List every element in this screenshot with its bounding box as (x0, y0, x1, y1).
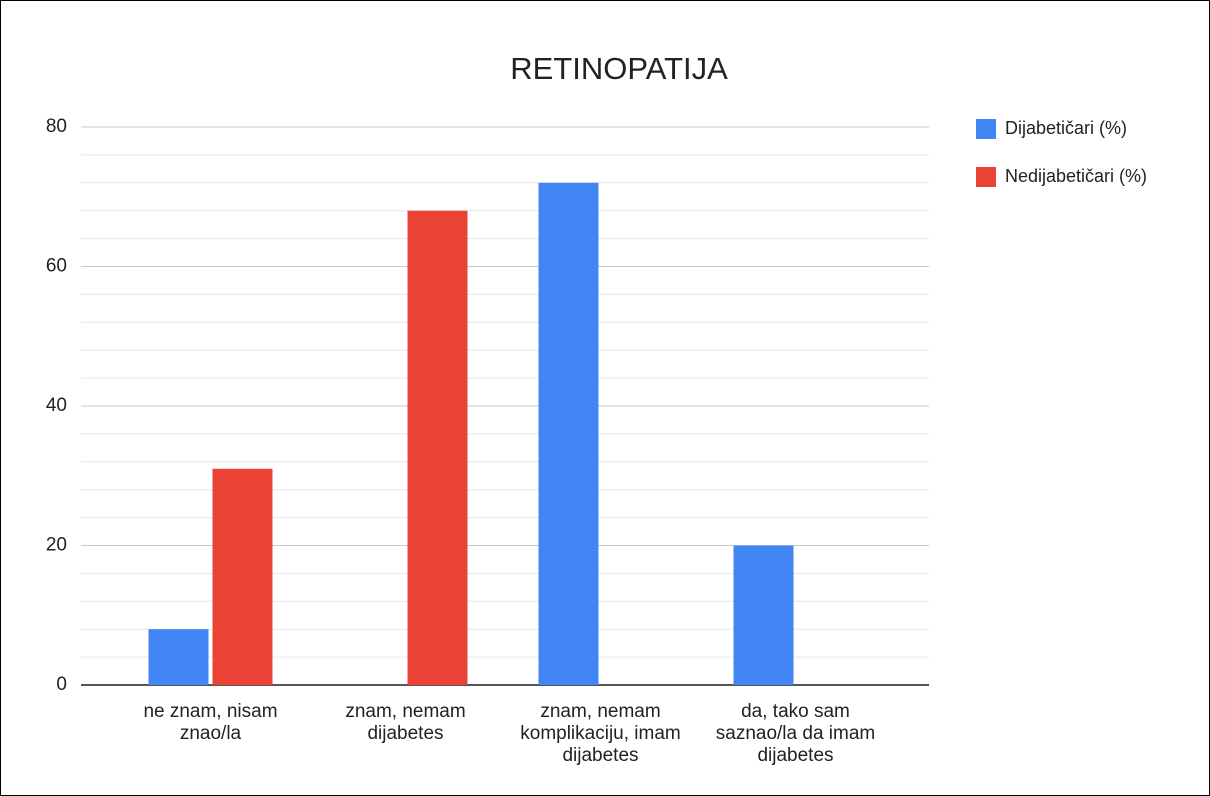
chart-title: RETINOPATIJA (510, 51, 728, 86)
bar (407, 210, 468, 685)
bar (212, 468, 273, 685)
y-tick-label: 20 (46, 535, 67, 556)
legend-swatch (976, 119, 996, 139)
x-tick-label: ne znam, nisam znao/la (143, 701, 278, 744)
y-tick-label: 80 (46, 116, 67, 137)
bar (733, 545, 794, 685)
x-tick-label: znam, nemam dijabetes (345, 701, 466, 744)
legend-label: Dijabetičari (%) (1005, 118, 1127, 138)
x-tick-label: znam, nemam komplikaciju, imam dijabetes (520, 701, 681, 766)
legend-label: Nedijabetičari (%) (1005, 166, 1147, 186)
bar (538, 182, 599, 686)
y-tick-label: 0 (56, 674, 67, 695)
legend-swatch (976, 167, 996, 187)
y-tick-label: 60 (46, 256, 67, 277)
y-tick-label: 40 (46, 395, 67, 416)
bar (148, 629, 209, 685)
x-tick-label: da, tako sam saznao/la da imam dijabetes (715, 701, 876, 766)
